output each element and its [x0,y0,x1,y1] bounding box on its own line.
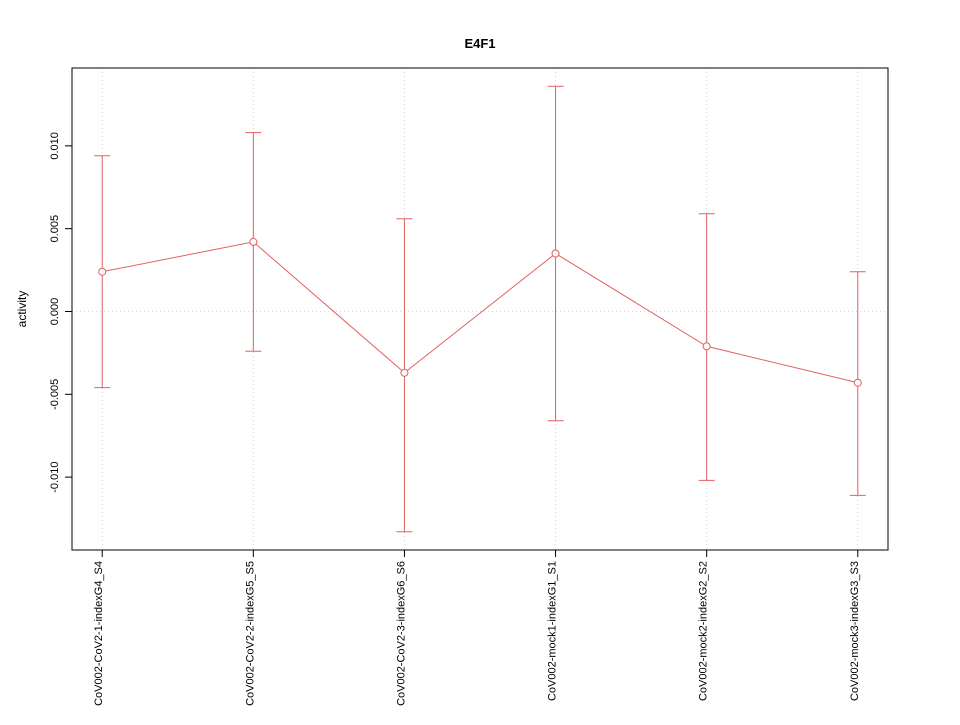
x-tick-label: CoV002-CoV2-2-indexG5_S5 [244,561,256,706]
x-tick-label: CoV002-mock1-indexG1_S1 [547,561,559,701]
data-point [400,368,409,377]
chart-title: E4F1 [464,36,495,51]
x-tick-label: CoV002-CoV2-3-indexG6_S6 [395,561,407,706]
y-tick-label: -0.010 [49,462,61,493]
y-tick-label: 0.010 [49,132,61,160]
x-tick-label: CoV002-mock3-indexG3_S3 [849,561,861,701]
y-tick-label: 0.005 [49,215,61,243]
y-axis-label: activity [15,291,29,328]
data-point [98,267,107,276]
data-point [551,249,560,258]
series-line [102,241,858,384]
y-tick-label: -0.005 [49,379,61,410]
x-tick-label: CoV002-mock2-indexG2_S2 [698,561,710,701]
data-point [702,342,711,351]
data-point [249,237,258,246]
y-tick-label: 0.000 [49,298,61,326]
x-tick-label: CoV002-CoV2-1-indexG4_S4 [93,561,105,706]
plot-border [71,67,889,551]
data-point [853,378,862,387]
